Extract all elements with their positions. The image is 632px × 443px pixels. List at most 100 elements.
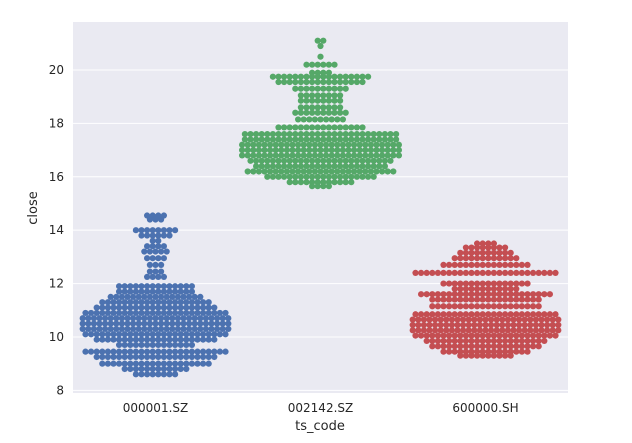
data-point: [132, 360, 139, 367]
data-point: [116, 353, 123, 361]
data-point: [174, 315, 181, 322]
data-point: [423, 269, 430, 276]
data-point: [286, 179, 293, 186]
data-point: [200, 304, 207, 311]
data-point: [239, 141, 246, 148]
data-point: [186, 293, 193, 301]
data-point: [443, 316, 450, 323]
data-point: [309, 92, 316, 99]
data-point: [367, 152, 374, 159]
data-point: [166, 283, 173, 290]
data-point: [451, 255, 458, 262]
data-point: [121, 304, 128, 311]
data-point: [493, 316, 500, 323]
data-point: [527, 327, 534, 334]
data-point: [303, 136, 310, 143]
data-point: [155, 255, 162, 262]
data-point: [149, 331, 156, 338]
data-point: [211, 353, 218, 361]
data-point: [283, 147, 290, 154]
y-tick-label: 16: [49, 170, 64, 184]
data-point: [202, 315, 209, 322]
data-point: [462, 280, 469, 287]
data-point: [535, 311, 542, 318]
data-point: [342, 85, 349, 92]
data-point: [250, 152, 257, 159]
data-point: [420, 321, 427, 329]
data-point: [513, 296, 520, 303]
data-point: [194, 336, 201, 343]
data-point: [468, 244, 475, 251]
data-point: [211, 331, 218, 338]
data-point: [351, 141, 358, 148]
data-point: [379, 168, 386, 175]
data-point: [186, 320, 193, 327]
data-point: [269, 157, 276, 164]
data-point: [297, 73, 304, 80]
data-point: [320, 136, 327, 143]
data-point: [272, 168, 279, 175]
data-point: [172, 365, 179, 373]
data-point: [479, 352, 486, 359]
data-point: [188, 288, 195, 295]
data-point: [132, 304, 139, 311]
data-point: [300, 116, 307, 123]
data-point: [200, 360, 207, 367]
data-point: [468, 332, 475, 339]
data-point: [144, 331, 151, 338]
data-point: [110, 336, 117, 343]
data-point: [317, 42, 324, 50]
data-point: [191, 320, 198, 327]
data-point: [303, 92, 310, 99]
data-point: [490, 249, 497, 256]
data-point: [264, 163, 271, 170]
data-point: [183, 353, 190, 361]
data-point: [488, 316, 495, 323]
data-point: [468, 343, 475, 350]
data-point: [342, 131, 349, 138]
data-point: [535, 296, 542, 303]
data-point: [188, 336, 195, 343]
data-point: [476, 321, 483, 329]
data-point: [272, 152, 279, 159]
data-point: [79, 325, 86, 333]
data-point: [194, 331, 201, 338]
data-point: [339, 168, 346, 175]
data-point: [267, 152, 274, 159]
data-point: [541, 311, 548, 318]
data-point: [504, 321, 511, 329]
data-point: [177, 360, 184, 367]
data-point: [253, 157, 260, 164]
data-point: [118, 315, 125, 322]
data-point: [127, 331, 134, 338]
data-point: [172, 288, 179, 295]
data-point: [323, 116, 330, 123]
data-point: [359, 163, 366, 170]
data-point: [144, 353, 151, 361]
data-point: [255, 152, 262, 159]
data-point: [490, 311, 497, 318]
y-tick-label: 12: [49, 277, 64, 291]
data-point: [395, 147, 402, 154]
data-point: [359, 136, 366, 143]
data-point: [152, 248, 159, 255]
data-point: [462, 291, 469, 298]
data-point: [504, 316, 511, 323]
data-point: [90, 320, 97, 327]
data-point: [530, 291, 537, 298]
data-point: [468, 280, 475, 287]
data-point: [513, 337, 520, 345]
data-point: [462, 352, 469, 359]
data-point: [418, 311, 425, 318]
data-point: [160, 360, 167, 367]
data-point: [107, 320, 114, 327]
data-point: [356, 152, 363, 159]
data-point: [183, 304, 190, 311]
data-point: [303, 173, 310, 180]
data-point: [121, 360, 128, 367]
data-point: [149, 283, 156, 290]
data-point: [174, 293, 181, 301]
data-point: [149, 299, 156, 306]
data-point: [225, 315, 232, 322]
data-point: [381, 136, 388, 143]
